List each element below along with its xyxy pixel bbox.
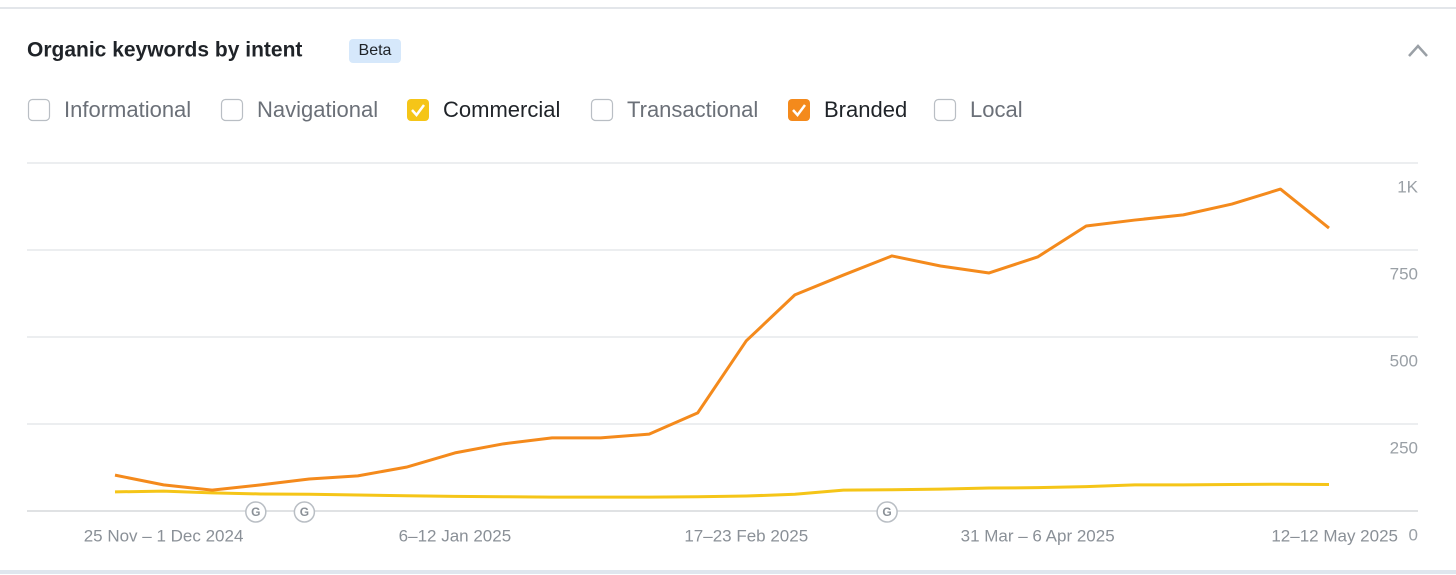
x-tick-label: 31 Mar – 6 Apr 2025 <box>961 526 1115 545</box>
x-tick-label: 12–12 May 2025 <box>1271 526 1398 545</box>
checkbox[interactable] <box>27 98 51 122</box>
filter-label[interactable]: Transactional <box>627 97 758 122</box>
y-tick-label: 500 <box>1390 351 1418 370</box>
checkbox[interactable] <box>933 98 957 122</box>
check-mark <box>792 104 806 117</box>
badge-bg <box>349 39 401 63</box>
google-update-label: G <box>300 505 309 519</box>
filter-label[interactable]: Local <box>970 97 1023 122</box>
filter-label[interactable]: Commercial <box>443 97 560 122</box>
x-tick-label: 25 Nov – 1 Dec 2024 <box>84 526 244 545</box>
google-update-marker[interactable] <box>293 501 316 523</box>
filter-label[interactable]: Informational <box>64 97 191 122</box>
google-update-marker[interactable] <box>245 501 267 523</box>
x-tick-label: 6–12 Jan 2025 <box>399 526 512 545</box>
y-tick-label: 1K <box>1397 177 1418 196</box>
y-tick-label: 0 <box>1409 525 1418 544</box>
x-tick-label: 17–23 Feb 2025 <box>684 526 808 545</box>
google-update-label: G <box>882 505 891 519</box>
filter-label[interactable]: Branded <box>824 97 907 122</box>
series-line <box>114 482 1330 499</box>
title: Organic keywords by intent <box>27 39 302 62</box>
checkbox[interactable] <box>590 98 614 122</box>
check-mark <box>411 104 425 117</box>
y-tick-label: 750 <box>1390 264 1418 283</box>
google-update-marker[interactable] <box>876 501 898 523</box>
filter-label[interactable]: Navigational <box>257 97 378 122</box>
checkbox[interactable] <box>407 99 429 121</box>
checkbox[interactable] <box>788 99 810 121</box>
badge: Beta <box>359 42 392 59</box>
google-update-label: G <box>251 505 260 519</box>
checkbox[interactable] <box>220 98 244 122</box>
y-tick-label: 250 <box>1390 438 1418 457</box>
collapse-caret[interactable] <box>1408 44 1428 57</box>
series-line <box>114 187 1330 492</box>
